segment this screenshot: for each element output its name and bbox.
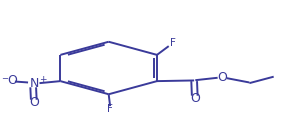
Text: +: + [39, 75, 47, 84]
Text: −: − [2, 74, 9, 83]
Text: O: O [190, 92, 200, 105]
Text: O: O [7, 74, 17, 87]
Text: O: O [217, 71, 227, 84]
Text: F: F [170, 38, 176, 48]
Text: N: N [30, 77, 40, 90]
Text: F: F [107, 104, 113, 114]
Text: O: O [29, 96, 39, 109]
